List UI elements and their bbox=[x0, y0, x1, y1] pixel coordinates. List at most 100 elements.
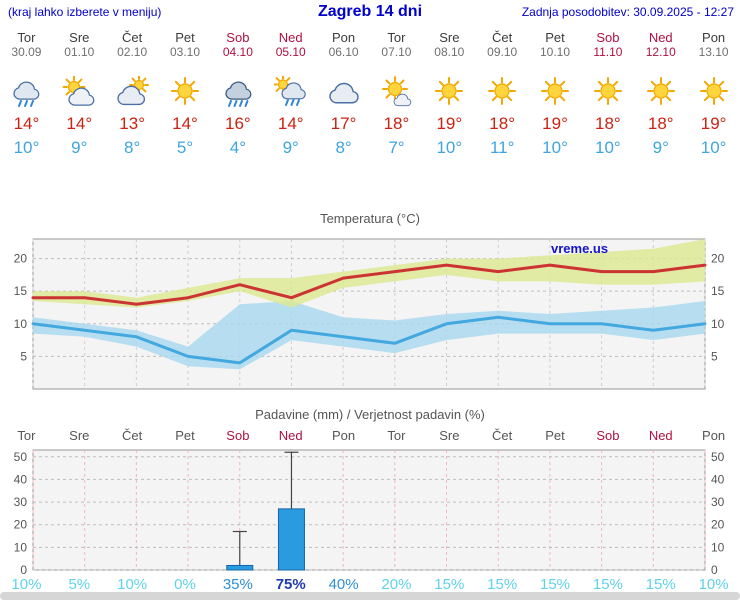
forecast-day[interactable]: Sob 04.10 16° 4° bbox=[211, 30, 264, 159]
precip-probability: 75% bbox=[275, 576, 306, 593]
day-name: Tor bbox=[17, 30, 36, 45]
forecast-day[interactable]: Sob 11.10 18° 10° bbox=[581, 30, 634, 159]
horizontal-scrollbar[interactable] bbox=[0, 592, 740, 600]
y-tick-label: 10 bbox=[711, 317, 725, 331]
temp-max: 18° bbox=[595, 114, 621, 133]
forecast-day[interactable]: Ned 12.10 18° 9° bbox=[634, 30, 687, 159]
day-date: 04.10 bbox=[222, 45, 253, 59]
forecast-day[interactable]: Pet 10.10 19° 10° bbox=[529, 30, 582, 159]
day-icon-wrap bbox=[264, 75, 317, 109]
day-date: 03.10 bbox=[169, 45, 201, 59]
precip-probability: 15% bbox=[645, 576, 676, 593]
temp-min: 8° bbox=[124, 138, 141, 157]
day-date: 09.10 bbox=[487, 45, 518, 59]
temp-max: 14° bbox=[172, 114, 198, 133]
forecast-day[interactable]: Sre 01.10 14° 9° bbox=[53, 30, 106, 159]
tmin-band bbox=[33, 301, 705, 370]
day-name: Ned bbox=[648, 30, 673, 45]
temp-max: 19° bbox=[700, 114, 727, 133]
temp-max: 19° bbox=[542, 114, 568, 133]
precip-probability: 10% bbox=[11, 576, 42, 593]
day-icon-wrap bbox=[581, 75, 634, 109]
day-date: 11.10 bbox=[593, 45, 623, 59]
forecast-day[interactable]: Tor 30.09 14° 10° bbox=[0, 30, 53, 159]
precip-probability: 40% bbox=[328, 576, 359, 593]
precip-day-labels: Tor Sre Čet Pet Sob Ned Pon Tor Sre Čet Pet Sob Ned P… bbox=[0, 428, 740, 444]
temp-min: 10° bbox=[13, 138, 40, 157]
precip-probability: 35% bbox=[222, 576, 253, 593]
precip-day-label: Pon bbox=[332, 428, 356, 443]
day-name: Ned bbox=[278, 30, 303, 45]
forecast-day[interactable]: Ned 05.10 14° 9° bbox=[264, 30, 317, 159]
temp-min: 9° bbox=[652, 138, 669, 157]
precip-chart-title: Padavine (mm) / Verjetnost padavin (%) bbox=[255, 407, 485, 422]
day-name: Sre bbox=[439, 30, 460, 45]
precip-probability: 15% bbox=[487, 576, 518, 593]
temp-max: 19° bbox=[436, 114, 463, 133]
y-tick-label: 15 bbox=[14, 284, 28, 298]
temp-max: 18° bbox=[647, 114, 674, 133]
forecast-day[interactable]: Pet 03.10 14° 5° bbox=[159, 30, 212, 159]
temp-max: 16° bbox=[225, 114, 251, 133]
precip-day-label: Pet bbox=[545, 428, 565, 443]
header: (kraj lahko izberete v meniju) Zagreb 14… bbox=[0, 0, 740, 23]
y-tick-label: 50 bbox=[711, 450, 725, 464]
weather-icon-sun bbox=[646, 77, 675, 105]
forecast-day[interactable]: Čet 02.10 13° 8° bbox=[106, 30, 159, 159]
day-date: 30.09 bbox=[11, 45, 42, 59]
temperature-chart: 5 5 10 10 15 15 20 20 vreme.us bbox=[14, 238, 725, 390]
day-name: Pon bbox=[332, 30, 356, 45]
forecast-day[interactable]: Sre 08.10 19° 10° bbox=[423, 30, 476, 159]
day-date: 07.10 bbox=[381, 45, 412, 59]
precip-day-label: Ned bbox=[278, 428, 303, 443]
forecast-day[interactable]: Tor 07.10 18° 7° bbox=[370, 30, 423, 159]
day-name: Sre bbox=[69, 30, 90, 45]
menu-note[interactable]: (kraj lahko izberete v meniju) bbox=[8, 5, 162, 19]
precip-day-label: Tor bbox=[17, 428, 36, 443]
y-tick-label: 0 bbox=[711, 563, 718, 576]
temp-max: 14° bbox=[66, 114, 93, 133]
y-tick-label: 0 bbox=[20, 563, 27, 576]
day-date: 10.10 bbox=[540, 45, 571, 59]
forecast-strip: Tor 30.09 14° 10° Sre 01.10 14° 9° Čet 0… bbox=[0, 30, 740, 159]
forecast-day[interactable]: Pon 06.10 17° 8° bbox=[317, 30, 370, 159]
day-name: Sob bbox=[596, 30, 620, 45]
weather-icon-cloud bbox=[328, 82, 359, 104]
precip-probability: 15% bbox=[592, 576, 623, 593]
temp-min: 10° bbox=[700, 138, 727, 157]
weather-icon-sun bbox=[488, 77, 517, 105]
forecast-day[interactable]: Čet 09.10 18° 11° bbox=[476, 30, 529, 159]
precip-bar bbox=[226, 564, 254, 571]
y-tick-label: 5 bbox=[711, 349, 718, 363]
y-tick-label: 20 bbox=[711, 518, 725, 532]
weather-icon-sun-rain bbox=[273, 76, 306, 106]
precip-day-label: Čet bbox=[492, 428, 513, 443]
temp-max: 18° bbox=[489, 114, 516, 133]
precip-bar bbox=[277, 508, 305, 571]
forecast-day[interactable]: Pon 13.10 19° 10° bbox=[687, 30, 740, 159]
precip-probability: 10% bbox=[698, 576, 729, 593]
day-name: Tor bbox=[387, 30, 406, 45]
weather-icon-sun-cloud bbox=[62, 76, 95, 106]
precip-probability: 10% bbox=[117, 576, 148, 593]
day-icon-wrap bbox=[159, 75, 212, 109]
day-date: 13.10 bbox=[698, 45, 729, 59]
day-date: 01.10 bbox=[64, 45, 95, 59]
temp-max: 17° bbox=[330, 114, 357, 133]
watermark-link[interactable]: vreme.us bbox=[551, 241, 608, 256]
precip-probability: 0% bbox=[174, 576, 196, 593]
day-icon-wrap bbox=[106, 75, 159, 109]
precipitation-chart: 0 0 10 10 20 20 30 30 40 40 50 50 bbox=[14, 449, 725, 576]
day-icon-wrap bbox=[634, 75, 687, 109]
temp-min: 5° bbox=[176, 138, 194, 157]
temp-min: 10° bbox=[436, 138, 463, 157]
y-tick-label: 10 bbox=[14, 317, 28, 331]
tmax-band bbox=[33, 239, 705, 308]
temp-max: 13° bbox=[119, 114, 145, 133]
weather-icon-sun bbox=[541, 77, 570, 105]
precip-day-label: Sob bbox=[596, 428, 620, 443]
precip-probability: 20% bbox=[381, 576, 412, 593]
day-icon-wrap bbox=[370, 75, 423, 109]
precip-day-label: Ned bbox=[648, 428, 673, 443]
y-tick-label: 40 bbox=[711, 472, 725, 486]
